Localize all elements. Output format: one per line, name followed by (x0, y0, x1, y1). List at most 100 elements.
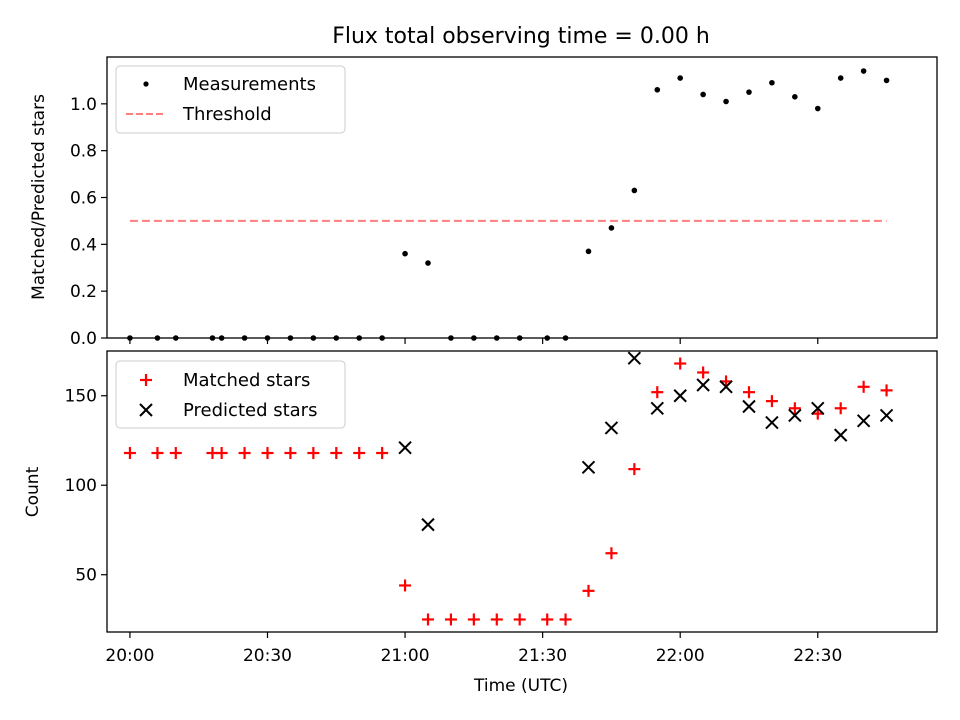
predicted-stars-point (719, 380, 733, 394)
bottom-legend-box (115, 360, 346, 429)
bottom-x-ticks: 20:00 20:30 21:00 21:30 22:00 22:30 (105, 632, 842, 666)
measurement-point (792, 94, 798, 100)
measurement-point (608, 225, 615, 231)
matched-stars-point (353, 447, 366, 460)
measurement-point (631, 187, 638, 194)
top-legend-box (115, 65, 346, 134)
measurement-point (654, 86, 661, 93)
bottom-y-tick-label: 150 (65, 387, 97, 407)
matched-stars-point (765, 395, 778, 408)
measurement-point (723, 98, 729, 105)
predicted-stars-point (421, 517, 435, 532)
x-tick-label: 21:30 (518, 646, 567, 666)
bottom-y-tick-label: 100 (65, 476, 97, 496)
top-y-tick-label: 0.6 (70, 189, 97, 209)
predicted-stars-point (398, 440, 412, 455)
measurement-point (837, 75, 844, 81)
measurement-point (425, 260, 431, 266)
x-tick-label: 22:00 (656, 646, 705, 666)
top-y-axis-label: Matched/Predicted stars (29, 94, 49, 300)
bottom-plot-area (123, 351, 894, 626)
top-y-tick-label: 0.4 (70, 235, 97, 255)
legend-label-matched: Matched stars (183, 370, 310, 391)
matched-stars-point (788, 402, 801, 415)
matched-stars-point (330, 447, 343, 460)
measurement-point (700, 91, 706, 98)
legend-marker-matched (140, 374, 152, 386)
measurement-point (883, 77, 890, 84)
measurement-point (746, 89, 752, 95)
matched-stars-point (605, 547, 618, 560)
bottom-y-axis-label: Count (23, 466, 43, 517)
matched-stars-point (376, 447, 389, 460)
measurement-point (814, 105, 821, 112)
matched-stars-point (880, 384, 893, 397)
matched-stars-point (261, 447, 274, 460)
bottom-axes-frame (106, 350, 938, 633)
x-tick-label: 22:30 (793, 646, 842, 666)
predicted-stars-point (811, 401, 825, 415)
x-axis-label: Time (UTC) (473, 676, 568, 696)
matched-stars-point (467, 613, 480, 626)
matched-stars-point (215, 447, 228, 460)
matched-stars-point (421, 613, 434, 626)
matched-stars-point (151, 447, 164, 460)
matched-stars-point (444, 613, 457, 626)
predicted-stars-point (696, 378, 710, 392)
measurement-point (860, 68, 867, 74)
top-legend: Measurements Threshold (115, 65, 346, 134)
x-tick-label: 21:00 (381, 646, 430, 666)
matched-stars-point (541, 613, 554, 626)
top-y-tick-label: 0.8 (70, 142, 97, 162)
legend-label-measurements: Measurements (183, 74, 316, 95)
matched-stars-point (674, 357, 687, 370)
matched-stars-point (307, 447, 320, 460)
legend-label-predicted: Predicted stars (183, 400, 317, 421)
matched-stars-point (559, 613, 572, 626)
predicted-stars-point (856, 414, 871, 428)
predicted-stars-point (788, 408, 802, 423)
matched-stars-point (628, 463, 641, 476)
predicted-stars-point (604, 421, 619, 435)
bottom-y-tick-label: 50 (75, 566, 97, 586)
matched-stars-point (123, 447, 136, 460)
predicted-stars-point (833, 428, 848, 442)
top-x-ticks (129, 338, 819, 344)
bottom-y-ticks: 50 100 150 (65, 387, 107, 586)
chart-title: Flux total observing time = 0.00 h (332, 24, 710, 49)
matched-stars-point (742, 386, 755, 399)
top-y-tick-label: 0.2 (70, 282, 97, 302)
measurement-point (769, 79, 775, 86)
matched-stars-point (490, 613, 503, 626)
predicted-stars-point (765, 415, 779, 430)
matched-stars-point (238, 447, 251, 460)
top-y-ticks: 0.0 0.2 0.4 0.6 0.8 1.0 (70, 95, 107, 349)
measurement-point (585, 248, 592, 255)
predicted-stars-point (742, 399, 756, 414)
measurement-point (677, 75, 684, 81)
x-tick-label: 20:00 (105, 646, 154, 666)
matched-stars-point (697, 366, 710, 379)
matched-stars-point (857, 380, 870, 393)
top-y-tick-label: 1.0 (70, 95, 97, 115)
predicted-stars-point (879, 408, 894, 423)
top-panel: 0.0 0.2 0.4 0.6 0.8 1.0 Matched/Predicted sta… (29, 56, 938, 349)
bottom-legend: Matched stars Predicted stars (115, 360, 346, 429)
predicted-stars-point (650, 401, 664, 415)
matched-stars-point (651, 386, 664, 399)
matched-stars-point (513, 613, 526, 626)
legend-marker-predicted (139, 403, 153, 417)
matched-stars-point (284, 447, 297, 460)
top-y-tick-label: 0.0 (70, 329, 97, 349)
x-tick-label: 20:30 (243, 646, 292, 666)
predicted-stars-point (673, 389, 687, 403)
predicted-stars-point (627, 351, 642, 365)
predicted-stars-point (581, 460, 596, 475)
matched-stars-point (169, 447, 182, 460)
matched-stars-point (399, 579, 412, 592)
legend-label-threshold: Threshold (182, 104, 272, 125)
matched-stars-point (582, 584, 595, 597)
legend-marker-measurements (143, 81, 149, 87)
